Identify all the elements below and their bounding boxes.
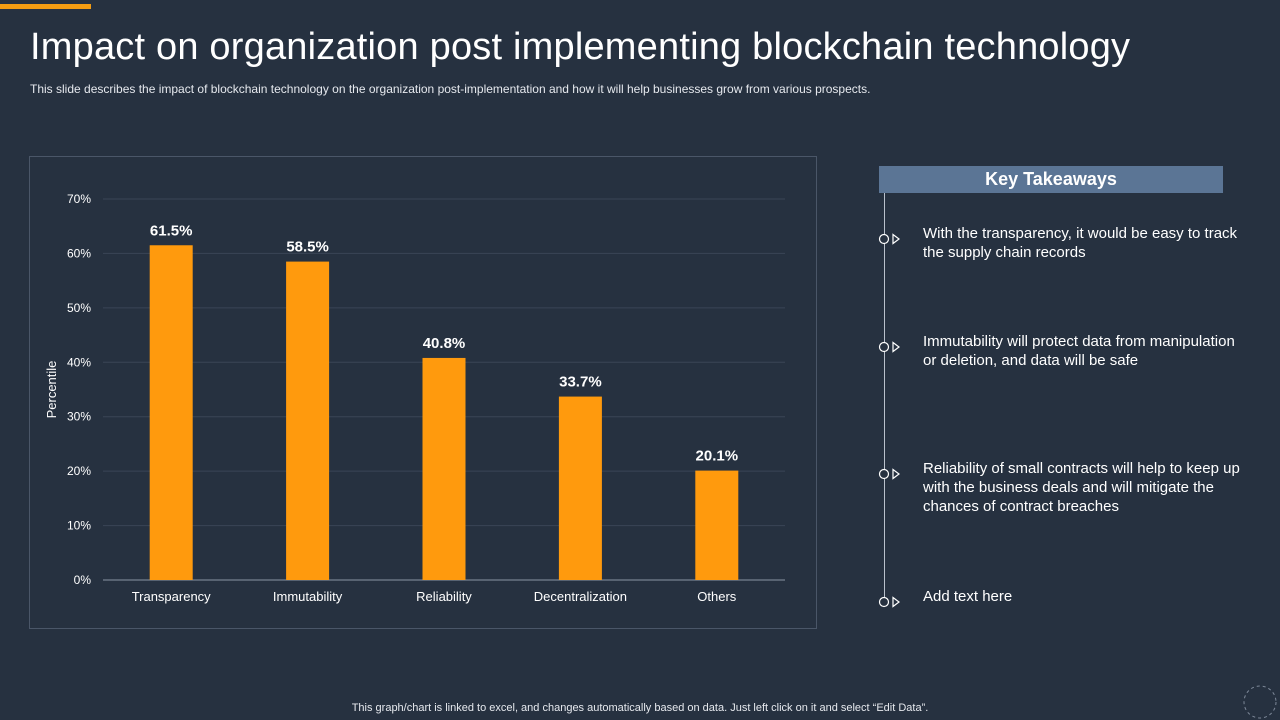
takeaway-text: Reliability of small contracts will help… — [923, 460, 1240, 515]
circle-arrow-icon — [878, 341, 900, 353]
bar — [422, 357, 466, 580]
y-tick-label: 50% — [67, 301, 91, 315]
y-tick-label: 30% — [67, 410, 91, 424]
takeaway-text: With the transparency, it would be easy … — [923, 225, 1238, 261]
page-title: Impact on organization post implementing… — [30, 26, 1131, 68]
data-label: 20.1% — [696, 448, 739, 465]
footer-note: This graph/chart is linked to excel, and… — [351, 702, 929, 714]
takeaway-text: Immutability will protect data from mani… — [923, 333, 1235, 369]
page-subtitle: This slide describes the impact of block… — [30, 82, 871, 96]
bar-chart: 0% 10% 20% 30% 40% 50% 60% 70% Percentile 61.5% Tr… — [44, 192, 785, 604]
circle-arrow-icon — [878, 596, 900, 608]
y-tick-label: 40% — [67, 355, 91, 369]
circle-arrow-icon — [878, 468, 900, 480]
category-label: Immutability — [273, 589, 343, 604]
data-label: 61.5% — [150, 222, 193, 239]
y-tick-label: 70% — [67, 192, 91, 206]
data-label: 33.7% — [559, 374, 602, 391]
bar — [558, 396, 602, 580]
y-tick-label: 0% — [74, 573, 92, 587]
data-label: 58.5% — [286, 239, 329, 256]
y-tick-label: 60% — [67, 246, 91, 260]
category-label: Decentralization — [534, 589, 627, 604]
bar — [695, 470, 739, 580]
y-tick-label: 20% — [67, 464, 91, 478]
y-tick-label: 10% — [67, 519, 91, 533]
data-label: 40.8% — [423, 335, 466, 352]
key-takeaways-heading: Key Takeaways — [879, 166, 1223, 193]
circle-arrow-icon — [878, 233, 900, 245]
dashed-circle-icon — [1243, 685, 1277, 719]
category-label: Others — [697, 589, 737, 604]
chart-container[interactable]: 0% 10% 20% 30% 40% 50% 60% 70% Percentile 61.5% Tr… — [29, 156, 817, 629]
y-axis-title: Percentile — [44, 361, 59, 419]
bar — [286, 261, 330, 580]
timeline-line — [884, 193, 885, 603]
takeaway-text: Add text here — [923, 588, 1013, 605]
accent-bar — [0, 4, 91, 9]
category-label: Transparency — [132, 589, 211, 604]
category-label: Reliability — [416, 589, 472, 604]
bar — [149, 245, 193, 580]
